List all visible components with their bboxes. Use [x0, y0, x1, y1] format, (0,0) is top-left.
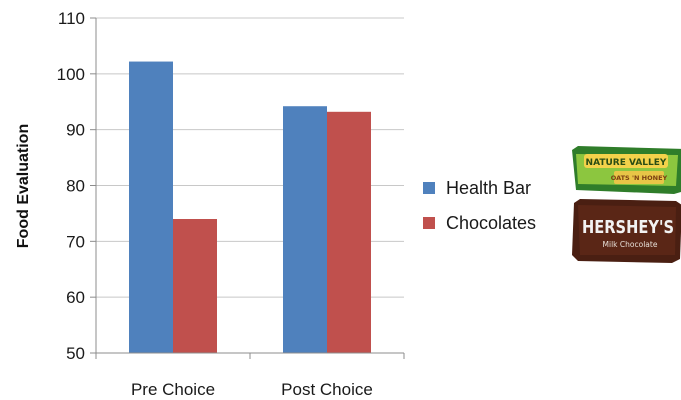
y-tick-label: 80 — [66, 177, 85, 196]
chocolate-subtext: Milk Chocolate — [603, 240, 658, 249]
granola-brand-text: NATURE VALLEY — [586, 158, 667, 168]
y-tick-label: 100 — [57, 65, 85, 84]
x-category-labels: Pre Choice Post Choice — [131, 380, 373, 399]
granola-subtext: OATS 'N HONEY — [611, 174, 668, 182]
axes — [95, 18, 405, 359]
y-tick-label: 60 — [66, 288, 85, 307]
granola-bar-wrapper-icon: NATURE VALLEY OATS 'N HONEY — [572, 146, 681, 194]
y-tick-labels: 50 60 70 80 90 100 110 — [57, 9, 85, 363]
bars — [129, 61, 371, 354]
chocolate-bar-wrapper-icon: HERSHEY'S Milk Chocolate — [572, 199, 681, 263]
bar-chocolates-pre-choice — [173, 219, 217, 353]
y-tick-label: 70 — [66, 232, 85, 251]
chocolate-brand-text: HERSHEY'S — [582, 217, 674, 238]
legend-swatch — [423, 182, 435, 194]
bar-health-bar-pre-choice — [129, 61, 173, 354]
legend-label: Chocolates — [446, 213, 536, 233]
y-axis-title: Food Evaluation — [15, 124, 32, 248]
y-tick-label: 90 — [66, 121, 85, 140]
y-tick-label: 50 — [66, 344, 85, 363]
y-tick-label: 110 — [58, 9, 85, 28]
bar-health-bar-post-choice — [283, 106, 327, 353]
bar-chocolates-post-choice — [327, 111, 371, 353]
legend-label: Health Bar — [446, 178, 531, 198]
legend: Health Bar Chocolates — [423, 178, 536, 233]
x-category-label: Pre Choice — [131, 380, 215, 399]
x-category-label: Post Choice — [281, 380, 373, 399]
legend-swatch — [423, 217, 435, 229]
